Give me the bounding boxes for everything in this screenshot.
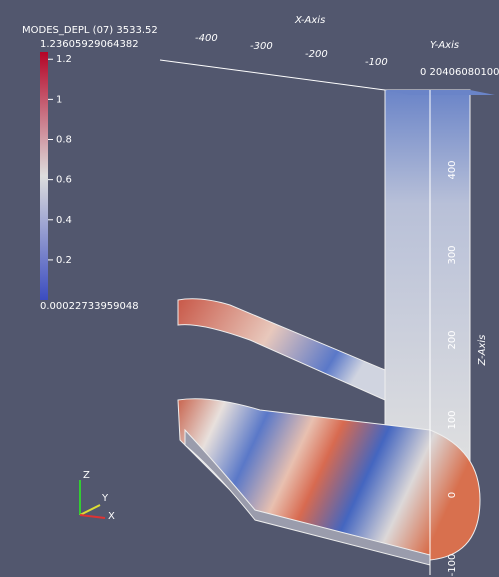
colorbar-tick-label: 0.6 [56,175,72,186]
orient-x-label: X [108,511,115,522]
orient-y-label: Y [101,493,109,504]
colorbar-title: MODES_DEPL (07) 3533.52 [22,25,158,36]
upper-flange [178,299,385,400]
z-tick-label: 400 [447,160,458,179]
colorbar-tick-label: 1 [56,94,62,105]
colorbar-max: 1.23605929064382 [40,39,139,50]
colorbar-tick-label: 0.4 [56,215,72,226]
page: MODES_DEPL (07) 3533.52 1.23605929064382… [0,0,499,577]
y-ticks: 0 20406080100 [420,67,499,78]
colorbar-tick-label: 0.2 [56,255,72,266]
scene [160,60,495,575]
viewport: MODES_DEPL (07) 3533.52 1.23605929064382… [0,0,499,577]
colorbar-tick-label: 1.2 [56,54,72,65]
colorbar [40,52,48,300]
x-axis-label: X-Axis [294,15,325,26]
z-tick-label: 300 [447,245,458,264]
y-axis-label: Y-Axis [430,40,459,51]
x-tick-label: -200 [305,49,328,60]
z-tick-label: 0 [447,492,458,498]
orient-x [80,515,105,518]
z-tick-label: -100 [447,554,458,577]
x-tick-label: -300 [250,41,273,52]
z-tick-label: 200 [447,330,458,349]
x-axis-line [160,60,385,90]
z-tick-label: 100 [447,410,458,429]
orient-z-label: Z [83,470,90,481]
x-tick-label: -100 [365,57,388,68]
orient-y [80,505,100,515]
orientation-axes: Z Y X [80,470,115,522]
z-axis-label: Z-Axis [477,335,488,367]
colorbar-min: 0.00022733959048 [40,301,139,312]
colorbar-tick-label: 0.8 [56,135,72,146]
x-tick-label: -400 [195,33,218,44]
